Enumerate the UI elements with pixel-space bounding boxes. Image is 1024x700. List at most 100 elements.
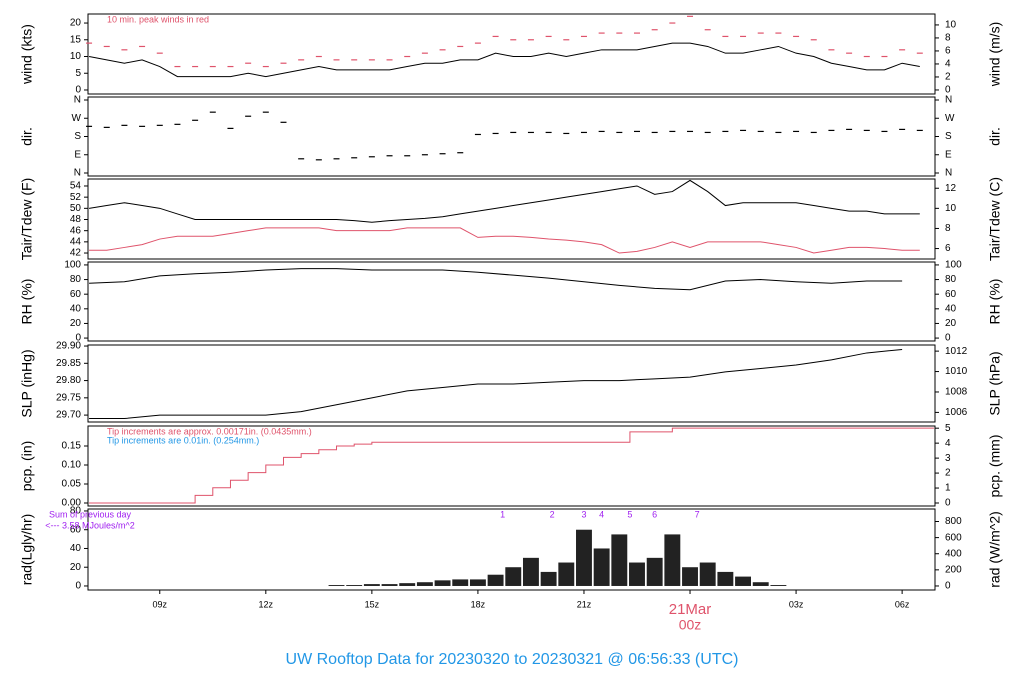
y2-tick-label: 4 xyxy=(945,438,951,449)
y-tick-label: 46 xyxy=(70,225,82,236)
bar xyxy=(664,534,681,586)
y2-tick-label: 0 xyxy=(945,85,951,96)
y2-tick-label: 40 xyxy=(945,303,957,314)
y-tick-label: 60 xyxy=(70,289,82,300)
bar xyxy=(699,562,716,586)
y-tick-label: N xyxy=(74,95,81,106)
y2-tick-label: 200 xyxy=(945,564,962,575)
bar xyxy=(328,585,345,586)
bar xyxy=(416,582,433,586)
y2-tick-label: 10 xyxy=(945,20,957,31)
y2-tick-label: 1006 xyxy=(945,407,968,418)
y-tick-label: 15 xyxy=(70,34,82,45)
x-tick-label: 18z xyxy=(471,599,486,609)
y2-tick-label: 4 xyxy=(945,59,951,70)
y2-tick-label: 8 xyxy=(945,33,951,44)
y-tick-label: 29.80 xyxy=(56,375,81,386)
bar xyxy=(770,585,787,586)
bar xyxy=(576,529,592,586)
panel-frame xyxy=(87,425,936,507)
y2-tick-label: 1 xyxy=(945,483,951,494)
bar xyxy=(646,557,663,586)
y2-axis-label: SLP (hPa) xyxy=(987,351,1003,415)
y-axis-label: dir. xyxy=(19,127,35,146)
y2-axis-label: rad (W/m^2) xyxy=(987,511,1003,588)
y2-axis-label: wind (m/s) xyxy=(987,22,1003,88)
y-tick-label: 100 xyxy=(64,260,81,271)
y-tick-label: 0.00 xyxy=(62,498,82,509)
bar xyxy=(682,567,698,586)
bar xyxy=(487,574,504,586)
annotation: 10 min. peak winds in red xyxy=(107,14,209,24)
chart-title: UW Rooftop Data for 20230320 to 20230321… xyxy=(286,651,739,668)
y-tick-label: 0.10 xyxy=(62,460,82,471)
radiation-marker: 6 xyxy=(652,509,657,519)
y2-tick-label: 6 xyxy=(945,243,951,254)
y-tick-label: 50 xyxy=(70,203,82,214)
bar xyxy=(522,557,539,586)
x-tick-label: 09z xyxy=(153,599,168,609)
y2-tick-label: N xyxy=(945,168,952,179)
y-axis-label: wind (kts) xyxy=(19,24,35,85)
y-tick-label: E xyxy=(74,149,81,160)
date-label: 21Mar xyxy=(669,601,712,618)
y2-tick-label: 0 xyxy=(945,333,951,344)
y-axis-label: RH (%) xyxy=(19,279,35,325)
x-tick-label: 21z xyxy=(577,599,592,609)
y-tick-label: 20 xyxy=(70,562,82,573)
bar xyxy=(399,583,416,586)
y2-tick-label: 60 xyxy=(945,289,957,300)
y2-tick-label: 400 xyxy=(945,548,962,559)
radiation-marker: 1 xyxy=(500,509,505,519)
bar xyxy=(611,534,628,586)
bar xyxy=(629,562,645,586)
bar xyxy=(752,582,769,586)
bar xyxy=(593,548,610,586)
panel-frame xyxy=(87,13,936,95)
x-tick-label: 00z xyxy=(679,617,702,633)
bar xyxy=(363,584,380,586)
y-tick-label: 54 xyxy=(70,181,82,192)
y-tick-label: 0 xyxy=(75,333,81,344)
bar xyxy=(505,567,522,586)
y2-tick-label: 3 xyxy=(945,453,951,464)
data-line xyxy=(89,427,934,504)
bar xyxy=(469,579,486,586)
y-axis-label: SLP (inHg) xyxy=(19,349,35,417)
radiation-marker: 7 xyxy=(695,509,700,519)
bar xyxy=(735,576,752,586)
bar xyxy=(717,571,734,586)
y-tick-label: 29.85 xyxy=(56,358,81,369)
data-line xyxy=(88,179,920,223)
radiation-marker: 5 xyxy=(627,509,632,519)
y-tick-label: 0 xyxy=(75,581,81,592)
data-line xyxy=(89,227,920,254)
y-tick-label: 29.90 xyxy=(56,341,81,352)
y2-axis-label: Tair/Tdew (C) xyxy=(987,177,1003,261)
y-tick-label: S xyxy=(74,131,81,142)
y-axis-label: pcp. (in) xyxy=(19,441,35,492)
y2-tick-label: E xyxy=(945,149,952,160)
bar xyxy=(540,571,557,586)
y-tick-label: 20 xyxy=(70,18,82,29)
y-tick-label: 0 xyxy=(75,85,81,96)
x-tick-label: 12z xyxy=(259,599,274,609)
y-axis-label: Tair/Tdew (F) xyxy=(19,178,35,260)
y2-tick-label: 5 xyxy=(945,423,951,434)
y-tick-label: 40 xyxy=(70,543,82,554)
y2-tick-label: 1008 xyxy=(945,387,968,398)
annotation: Tip increments are 0.01in. (0.254mm.) xyxy=(107,435,259,445)
bar xyxy=(452,579,469,586)
bar xyxy=(434,580,451,586)
y2-axis-label: pcp. (mm) xyxy=(987,435,1003,498)
panel-frame xyxy=(87,96,936,177)
y-tick-label: 20 xyxy=(70,318,82,329)
y2-tick-label: 2 xyxy=(945,72,951,83)
y2-tick-label: 80 xyxy=(945,274,957,285)
y2-tick-label: W xyxy=(945,113,955,124)
y-tick-label: 80 xyxy=(70,274,82,285)
y-tick-label: 80 xyxy=(70,506,82,517)
bar xyxy=(346,585,363,586)
y2-axis-label: RH (%) xyxy=(987,279,1003,325)
y-axis-label: rad(Lgly/hr) xyxy=(19,514,35,586)
